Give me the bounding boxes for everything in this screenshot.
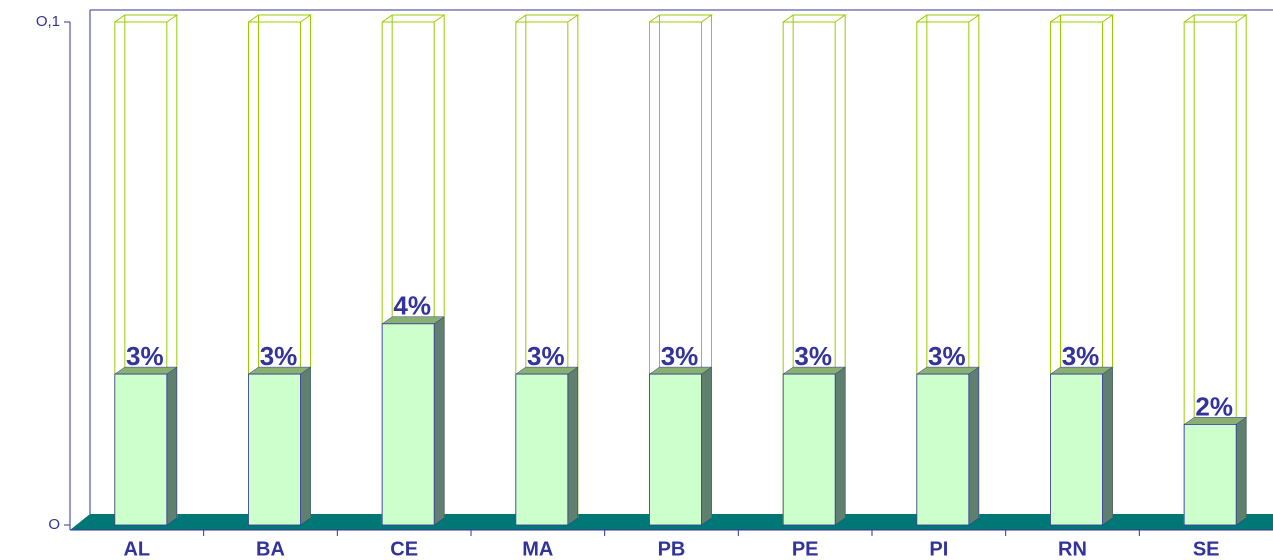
x-tick-label: PI xyxy=(929,538,948,560)
y-tick-label: O,1 xyxy=(36,13,60,30)
value-label: 3% xyxy=(260,341,298,371)
value-label: 3% xyxy=(527,341,565,371)
bar-outline xyxy=(515,21,569,525)
bar-outline xyxy=(381,14,446,23)
bar xyxy=(649,373,702,526)
value-label: 3% xyxy=(126,341,164,371)
value-label: 4% xyxy=(393,291,431,321)
bar-side xyxy=(834,366,846,526)
bar-outline xyxy=(248,21,301,525)
bar-side xyxy=(1235,416,1247,526)
value-label: 3% xyxy=(928,341,966,371)
bar-side xyxy=(433,316,445,526)
bar-outline xyxy=(1050,14,1115,23)
bar-side xyxy=(300,366,311,526)
bar xyxy=(782,373,836,526)
bar-side xyxy=(701,366,712,526)
x-tick-label: AL xyxy=(123,538,150,560)
bar xyxy=(1050,373,1103,526)
bar-outline xyxy=(1183,14,1248,23)
y-tick-label: O xyxy=(48,516,60,533)
bar-side xyxy=(166,366,178,526)
bar xyxy=(248,373,301,526)
bar xyxy=(916,373,970,526)
bar-outline xyxy=(1050,21,1103,525)
value-label: 3% xyxy=(1062,341,1100,371)
bar xyxy=(381,323,435,526)
x-tick-label: CE xyxy=(390,538,418,560)
bar-outline xyxy=(114,14,179,23)
value-label: 2% xyxy=(1195,391,1233,421)
bar-side xyxy=(968,366,980,526)
bar-outline xyxy=(649,14,714,23)
bar-outline xyxy=(248,14,313,23)
bar-outline xyxy=(916,21,970,525)
bar-outline xyxy=(1183,21,1237,525)
bar xyxy=(515,373,569,526)
bar-outline xyxy=(782,21,836,525)
value-label: 3% xyxy=(661,341,699,371)
x-tick-label: SE xyxy=(1193,538,1220,560)
x-tick-label: RN xyxy=(1058,538,1087,560)
x-tick-label: BA xyxy=(256,538,285,560)
bar-outline xyxy=(381,21,435,525)
bar-side xyxy=(567,366,579,526)
x-tick-label: PB xyxy=(658,538,686,560)
bar-outline xyxy=(782,14,847,23)
bar-outline xyxy=(649,21,702,525)
bar xyxy=(1183,423,1237,526)
x-tick-label: MA xyxy=(522,538,553,560)
value-label: 3% xyxy=(794,341,832,371)
bar-outline xyxy=(114,21,168,525)
bar-side xyxy=(1102,366,1113,526)
x-tick-label: PE xyxy=(792,538,819,560)
bar-outline xyxy=(916,14,981,23)
bar xyxy=(114,373,168,526)
bar-outline xyxy=(515,14,580,23)
